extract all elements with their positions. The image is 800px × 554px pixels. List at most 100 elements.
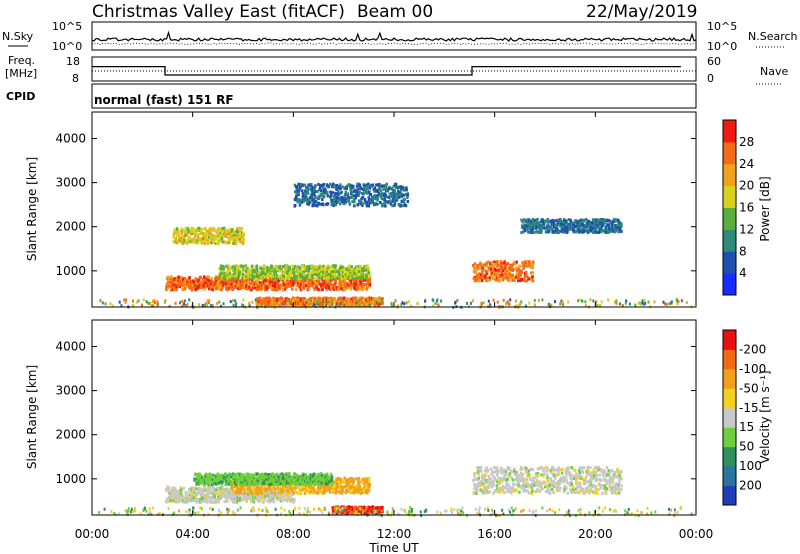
data-cell [480,302,483,306]
data-cell [294,274,297,278]
data-cell [132,299,134,303]
data-cell [188,236,191,240]
data-cell [180,230,184,234]
data-cell [324,301,328,305]
data-cell [582,228,585,232]
data-cell [518,276,521,280]
data-cell [262,265,266,269]
data-cell [232,241,236,245]
data-cell [293,204,297,207]
data-cell [237,233,240,237]
data-cell [615,299,618,303]
data-cell [556,221,560,225]
data-cell [196,241,200,245]
data-cell [287,269,291,272]
data-cell [572,223,576,226]
data-cell [375,183,378,187]
data-cell [305,195,308,199]
data-cell [322,190,325,194]
data-cell [506,271,510,275]
data-cell [306,276,309,280]
data-cell [352,491,355,495]
data-cell [515,260,518,264]
data-cell [298,203,302,207]
data-cell [232,489,236,493]
data-cell [243,488,246,492]
data-cell [299,288,303,292]
data-cell [293,498,296,502]
data-cell [231,299,234,303]
data-cell [256,274,260,278]
data-cell [357,479,360,483]
data-cell [209,287,213,291]
data-cell [208,298,211,302]
data-cell [273,491,276,495]
data-cell [504,264,508,267]
data-cell [350,484,354,488]
data-cell [284,485,288,489]
data-cell [301,297,305,300]
data-cell [361,202,364,206]
data-cell [554,230,557,234]
data-cell [198,491,201,495]
data-cell [171,486,174,490]
data-cell [242,267,245,271]
data-cell [207,301,210,305]
data-cell [524,229,527,233]
data-cell [104,302,107,306]
data-cell [280,494,283,498]
data-cell [345,286,349,290]
data-cell [287,483,290,487]
data-cell [315,278,319,282]
data-cell [339,275,343,279]
data-cell [260,485,264,489]
data-cell [224,283,228,287]
data-cell [109,302,112,306]
data-cell [300,280,304,283]
data-cell [343,476,346,480]
data-cell [250,490,253,494]
data-cell [172,280,175,284]
data-cell [152,304,155,308]
data-cell [263,491,266,494]
data-cell [230,282,233,286]
data-cell [520,300,523,304]
data-cell [359,277,362,281]
data-cell [351,283,354,287]
data-cell [258,281,262,285]
data-cell [226,286,229,290]
data-cell [367,302,370,306]
data-cell [522,260,526,264]
data-cell [555,223,558,227]
data-cell [297,278,301,282]
data-cell [305,274,308,278]
data-cell [231,489,234,493]
range-tick-label: 3000 [55,176,86,190]
data-cell [300,273,303,277]
data-cell [276,297,280,301]
data-cell [364,301,368,305]
data-cell [204,281,208,285]
data-cell [262,486,265,490]
data-cell [487,260,490,264]
data-cell [228,280,231,284]
data-cell [343,283,347,287]
data-cell [275,273,279,277]
data-cell [336,273,340,277]
data-cell [204,303,206,307]
data-cell [207,491,210,495]
data-cell [366,191,369,195]
data-cell [579,227,582,231]
data-cell [214,234,218,238]
data-cell [228,239,231,243]
data-cell [253,272,256,276]
noise-left-tick-bottom: 10^0 [52,40,82,53]
data-cell [507,302,510,306]
data-cell [552,220,555,224]
data-cell [376,301,379,305]
data-cell [301,183,304,187]
data-cell [339,477,343,481]
data-cell [273,282,276,286]
data-cell [192,280,195,284]
data-cell [280,488,283,492]
